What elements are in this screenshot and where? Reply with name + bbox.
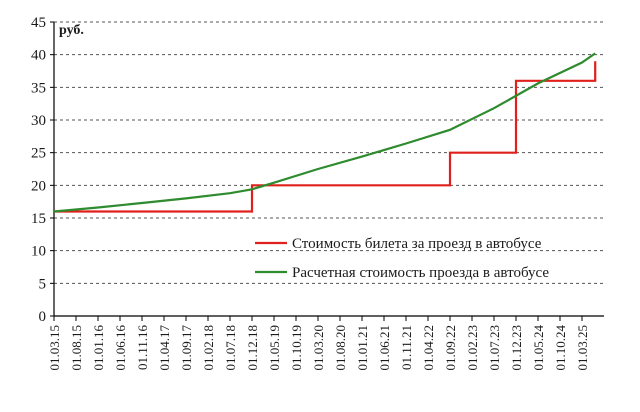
y-ticks: 0 5 10 15 20 25 30 35 40 45 <box>31 15 54 325</box>
y-tick-label: 20 <box>31 178 46 194</box>
x-tick-label: 01.01.16 <box>91 325 106 371</box>
x-tick-label: 01.02.23 <box>465 325 480 371</box>
y-tick-label: 40 <box>31 48 46 64</box>
y-tick-label: 5 <box>39 276 47 292</box>
y-tick-label: 25 <box>31 146 46 162</box>
x-tick-label: 01.05.24 <box>531 325 546 371</box>
x-tick-label: 01.01.21 <box>355 325 370 371</box>
axes <box>53 22 604 317</box>
x-tick-label: 01.04.22 <box>421 325 436 371</box>
series-group <box>53 52 597 213</box>
legend-label: Расчетная стоимость проезда в автобусе <box>292 265 549 281</box>
x-ticks: 01.03.15 01.08.15 01.01.16 01.06.16 01.11.16… <box>47 316 590 371</box>
x-tick-label: 01.10.19 <box>289 325 304 371</box>
x-tick-label: 01.05.19 <box>267 325 282 371</box>
x-tick-label: 01.11.16 <box>135 325 150 371</box>
y-tick-label: 15 <box>31 211 46 227</box>
x-tick-label: 01.07.23 <box>487 325 502 371</box>
x-tick-label: 01.12.23 <box>509 325 524 371</box>
x-tick-label: 01.12.18 <box>245 325 260 371</box>
legend: Стоимость билета за проезд в автобусе Рас… <box>255 236 549 281</box>
x-tick-label: 01.08.20 <box>333 325 348 371</box>
y-tick-label: 10 <box>31 244 46 260</box>
x-tick-label: 01.03.25 <box>575 325 590 371</box>
x-tick-label: 01.03.15 <box>47 325 62 371</box>
x-tick-label: 01.06.21 <box>377 325 392 371</box>
x-tick-label: 01.08.15 <box>69 325 84 371</box>
x-tick-label: 01.09.22 <box>443 325 458 371</box>
x-tick-label: 01.04.17 <box>157 325 172 371</box>
y-tick-label: 0 <box>39 309 47 325</box>
legend-label: Стоимость билета за проезд в автобусе <box>292 236 542 252</box>
x-tick-label: 01.03.20 <box>311 325 326 371</box>
series-line-2 <box>53 52 596 213</box>
x-tick-label: 01.02.18 <box>201 325 216 371</box>
series-line-1 <box>54 61 597 213</box>
x-tick-label: 01.11.21 <box>399 325 414 370</box>
y-tick-label: 30 <box>31 113 46 129</box>
x-tick-label: 01.06.16 <box>113 325 128 371</box>
y-tick-label: 35 <box>31 80 46 96</box>
x-tick-label: 01.07.18 <box>223 325 238 371</box>
y-unit-label: руб. <box>59 23 84 38</box>
x-tick-label: 01.09.17 <box>179 325 194 371</box>
y-tick-label: 45 <box>31 15 46 31</box>
x-tick-label: 01.10.24 <box>553 325 568 371</box>
